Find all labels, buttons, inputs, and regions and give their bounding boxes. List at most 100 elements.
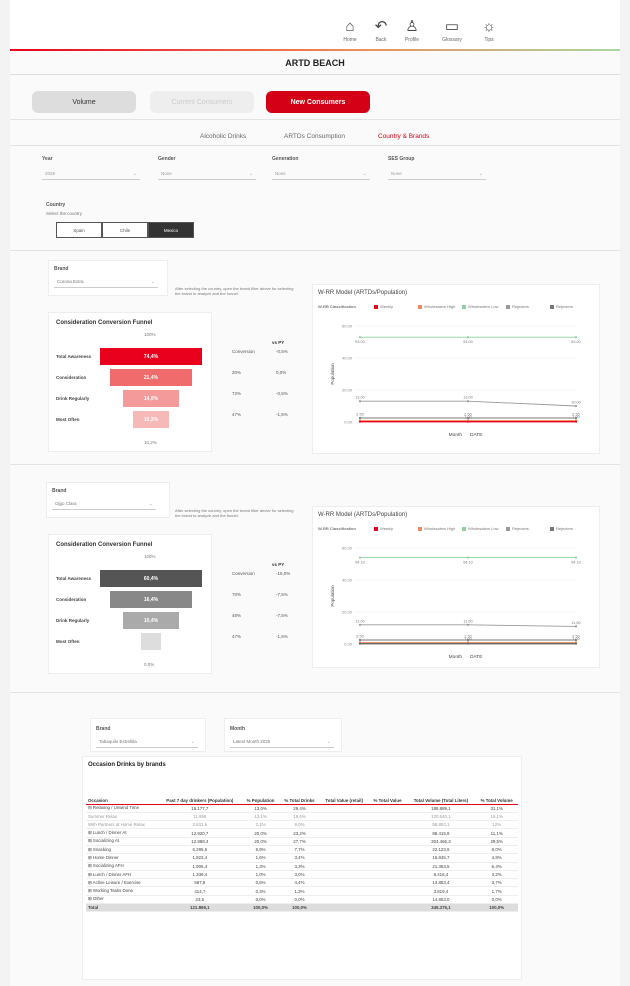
table-cell [368,862,407,871]
table-row[interactable]: ⊞ Socializing AFH 1.905,4 1,3% 3,3% 21.353,5… [86,862,518,871]
table-row[interactable]: ⊟ Relaxing / Unwind Time 16.177,7 13,0% 29,… [86,804,518,813]
table-row[interactable]: ⊞ Home Dinner 1.923,4 1,6% 3,4% 16.845,7 4,8% [86,853,518,863]
data-label: 53.00 [355,340,365,344]
home-nav-button[interactable]: ⌂ Home [336,18,364,43]
profile-icon: ♙ [405,18,419,35]
conversion-label: 47% [232,634,242,639]
vs-py-value: -0,5% [276,391,288,396]
brand-select[interactable]: Ojgo Clara ⌄ [52,500,156,510]
table-cell: ⊞ Home Dinner [86,853,158,863]
table-cell: 23,5 [157,895,242,905]
tab-country-brands[interactable]: Country & Brands [378,133,430,140]
column-header[interactable]: Total Volume (Total Liters) [406,776,476,805]
table-cell: 27,7% [279,837,320,847]
filter-select[interactable]: 2025 ⌄ [42,170,140,180]
brand-card [48,260,168,296]
column-header[interactable]: Past 7 day drinkers (Population) [157,776,242,805]
data-point [574,336,578,339]
back-nav-button[interactable]: ↶ Back [367,18,395,43]
bottom-filter-select[interactable]: Tabaquilo Estrellita ⌄ [96,738,198,748]
data-label: 2.50 [464,635,471,639]
table-cell: 6,0% [475,845,518,855]
y-tick-label: 20.00 [342,388,353,393]
conversion-label: 48% [232,613,242,618]
legend-swatch [506,305,510,309]
vs-py-value: -15,0% [276,571,291,576]
bulb-nav-button[interactable]: ☼ Tips [475,18,503,43]
country-option-chile[interactable]: Chile [102,222,148,238]
table-row: With Partners at Home Relax 2.831,6 2,1% 9,… [86,820,518,830]
divider [10,145,620,146]
table-row[interactable]: ⊞ Other 23,5 0,0% 0,0% 14.853,0 0,0% [86,895,518,905]
table-cell: 9,0% [279,820,320,830]
table-row[interactable]: ⊞ Lunch / Dinner At 12.920,7 20,0% 23,2% 88.… [86,828,518,838]
table-cell: 29,5% [475,837,518,847]
table-cell: 0,3% [241,886,280,896]
table-cell: 58.853,1 [406,820,476,830]
table-cell: Total [86,903,158,913]
glossary-nav-button[interactable]: ▭ Glossary [438,18,466,43]
table-cell: 3,2% [475,870,518,880]
x-axis-value: DATE [470,432,482,438]
data-point [466,623,470,626]
table-cell: 21.353,5 [406,862,476,871]
column-header[interactable]: % Total Drinks [279,776,320,805]
filter-select[interactable]: None ⌄ [388,170,486,180]
tab-alcoholic-drinks[interactable]: Alcoholic Drinks [200,133,247,140]
table-row[interactable]: ⊞ Socializing At 12.888,4 20,0% 27,7% 304.46… [86,837,518,847]
table-cell: ⊞ Lunch / Dinner AFH [86,870,158,880]
data-label: 10.00 [571,401,581,405]
country-option-spain[interactable]: Spain [56,222,102,238]
column-header[interactable]: % Total Volume [475,776,518,805]
table-cell: 3,4% [279,853,320,863]
data-label: 2.50 [464,413,471,417]
table-cell: 29,4% [279,804,320,813]
funnel-top-label: 100% [144,554,156,559]
column-header[interactable]: Occasion [86,776,158,805]
chevron-down-icon: ⌄ [132,171,137,177]
table-row[interactable]: ⊞ Lunch / Dinner AFH 1.339,4 1,0% 3,0% 8.416… [86,870,518,880]
funnel-bar: 60,4% [100,570,202,587]
bulb-icon: ☼ [482,18,496,35]
chevron-down-icon: ⌄ [478,171,483,177]
table-row[interactable]: ⊞ Active Leisure / Exercise 587,8 0,5% 4,4%… [86,878,518,888]
table-cell: 23,2% [279,828,320,838]
table-cell: 1,3% [241,862,280,871]
table-cell [319,895,369,905]
table-cell: ⊞ Socializing At [86,837,158,847]
filter-select[interactable]: None ⌄ [158,170,256,180]
current-consumers-button[interactable]: Current Consumers [150,91,254,113]
total-row[interactable]: Total 121.869,1 100,0% 100,0% 345.375,1 100,0… [86,903,518,913]
filter-label: Year [42,156,53,162]
nav-label: Tips [484,37,494,43]
x-axis-value: DATE [470,654,482,660]
column-header[interactable]: % Population [241,776,280,805]
table-row[interactable]: ⊞ Working Tasks Done 414,7 0,3% 1,3% 3.819,4… [86,886,518,896]
table-cell: 1.339,4 [157,870,242,880]
profile-nav-button[interactable]: ♙ Profile [398,18,426,43]
table-cell [319,853,369,863]
table-cell [319,870,369,880]
chevron-down-icon: ⌄ [150,279,155,285]
filter-select[interactable]: None ⌄ [272,170,370,180]
legend-title: W-RR Classification [318,304,356,309]
chevron-down-icon: ⌄ [248,171,253,177]
table-cell [319,828,369,838]
column-header[interactable]: Total Value (retail) [319,776,369,805]
back-icon: ↶ [374,18,388,35]
column-header[interactable]: % Total Value [368,776,407,805]
volume-button[interactable]: Volume [32,91,136,113]
brand-select[interactable]: Corona Extra ⌄ [54,278,158,288]
tab-artds-consumption[interactable]: ARTDs Consumption [284,133,345,140]
country-option-mexico[interactable]: Mexico [148,222,194,238]
bottom-filter-select[interactable]: Latest Month 2025 ⌄ [230,738,334,748]
vs-py-value: 0,0% [276,370,287,375]
table-cell: 88.415,8 [406,828,476,838]
table-cell: 3.819,4 [406,886,476,896]
new-consumers-button[interactable]: New Consumers [266,91,370,113]
brand-note: After selecting the country, open the br… [175,508,294,518]
wrr-line-chart: 60.00 40.00 20.00 0.00 Population 53.00 53.00 5… [330,324,581,439]
y-tick-label: 60.00 [342,546,353,551]
legend-swatch [374,305,378,309]
table-row[interactable]: ⊞ Snacking 6.295,6 6,9% 7,7% 22.123,6 6,0% [86,845,518,855]
